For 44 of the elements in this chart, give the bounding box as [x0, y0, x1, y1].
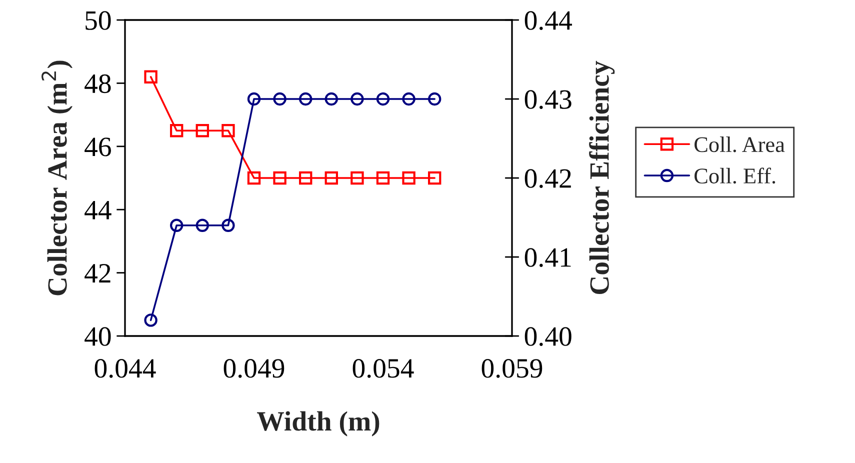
point [428, 171, 442, 185]
x-axis-title: Width (m) [257, 411, 380, 436]
point [402, 92, 416, 106]
point [222, 124, 235, 138]
point [170, 124, 184, 138]
legend-label: Coll. Area [694, 136, 785, 152]
point [144, 314, 158, 327]
y-tick-label: 46 [84, 138, 111, 156]
point [350, 92, 364, 106]
point [247, 171, 261, 185]
y2-tick-label: 0.43 [524, 90, 572, 110]
point [222, 218, 235, 232]
y-tick-label: 42 [84, 264, 110, 282]
point [376, 92, 390, 106]
y-axis-title: Collector Area (m$^{2}$) [42, 60, 73, 296]
point [402, 171, 416, 185]
point [376, 171, 390, 185]
point [273, 92, 286, 106]
y2-tick-label: 0.44 [524, 11, 572, 30]
y2-tick-label: 0.40 [524, 327, 572, 346]
y-tick-label: 44 [84, 200, 112, 220]
point [428, 92, 442, 106]
point [144, 70, 158, 84]
y2-tick-label: 0.42 [524, 169, 571, 188]
point [324, 92, 338, 106]
y-tick-label: 40 [84, 327, 111, 346]
legend-label: Coll. Eff. [694, 168, 776, 184]
point [299, 92, 312, 106]
x-tick-label: 0.044 [94, 359, 156, 378]
point [350, 171, 364, 185]
x-tick-label: 0.054 [352, 359, 414, 378]
point [247, 92, 261, 106]
point [273, 171, 286, 185]
y2-axis-title: Collector Efficiency [589, 60, 615, 294]
x-tick-label: 0.059 [482, 359, 542, 378]
point [299, 171, 312, 185]
y2-tick-label: 0.41 [524, 248, 571, 268]
x-tick-label: 0.049 [224, 359, 284, 378]
point [196, 124, 209, 138]
point [324, 171, 338, 185]
point [170, 218, 184, 232]
point [196, 218, 209, 232]
y-tick-label: 48 [84, 74, 111, 94]
y-tick-label: 50 [86, 11, 111, 30]
